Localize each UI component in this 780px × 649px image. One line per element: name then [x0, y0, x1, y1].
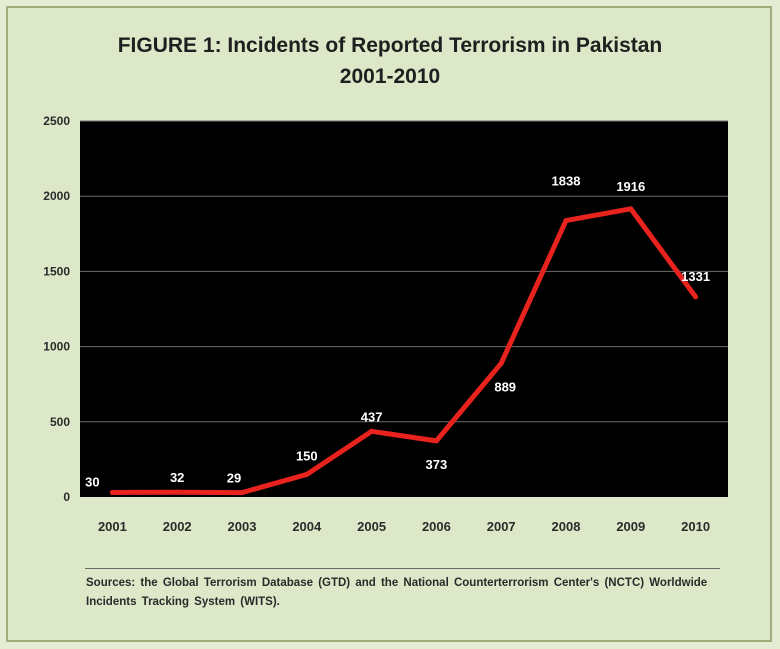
data-point	[498, 360, 504, 366]
data-label: 373	[426, 457, 448, 472]
data-label: 30	[85, 474, 99, 489]
data-label: 1916	[616, 179, 645, 194]
source-divider	[85, 568, 720, 569]
data-point	[109, 489, 115, 495]
source-note: Sources: the Global Terrorism Database (…	[86, 577, 708, 608]
data-point	[174, 489, 180, 495]
x-tick-label: 2009	[616, 519, 645, 534]
chart-title-block: FIGURE 1: Incidents of Reported Terroris…	[0, 30, 780, 92]
data-label: 1331	[681, 269, 710, 284]
y-tick-label: 500	[50, 415, 70, 429]
data-label: 1838	[552, 174, 581, 189]
data-point	[433, 438, 439, 444]
x-tick-label: 2005	[357, 519, 386, 534]
data-label: 150	[296, 448, 318, 463]
series-line	[109, 206, 699, 496]
x-tick-label: 2007	[487, 519, 516, 534]
y-tick-label: 2000	[43, 189, 70, 203]
data-point	[628, 206, 634, 212]
data-point	[369, 428, 375, 434]
data-label: 437	[361, 409, 383, 424]
x-tick-label: 2010	[681, 519, 710, 534]
plot-area	[80, 121, 728, 497]
x-tick-label: 2002	[163, 519, 192, 534]
y-tick-label: 2500	[43, 114, 70, 128]
x-tick-label: 2004	[292, 519, 322, 534]
data-point	[239, 490, 245, 496]
x-tick-label: 2003	[228, 519, 257, 534]
data-label: 889	[494, 379, 516, 394]
x-tick-label: 2001	[98, 519, 127, 534]
chart-subtitle: 2001-2010	[339, 65, 441, 88]
data-point	[304, 471, 310, 477]
y-tick-label: 1000	[43, 340, 70, 354]
x-tick-label: 2006	[422, 519, 451, 534]
data-label: 29	[227, 471, 241, 486]
data-point	[693, 294, 699, 300]
data-point	[563, 218, 569, 224]
y-tick-label: 1500	[43, 264, 70, 278]
chart-title: FIGURE 1: Incidents of Reported Terroris…	[117, 34, 663, 57]
data-label: 32	[170, 470, 184, 485]
y-tick-label: 0	[63, 490, 70, 504]
x-tick-label: 2008	[552, 519, 581, 534]
